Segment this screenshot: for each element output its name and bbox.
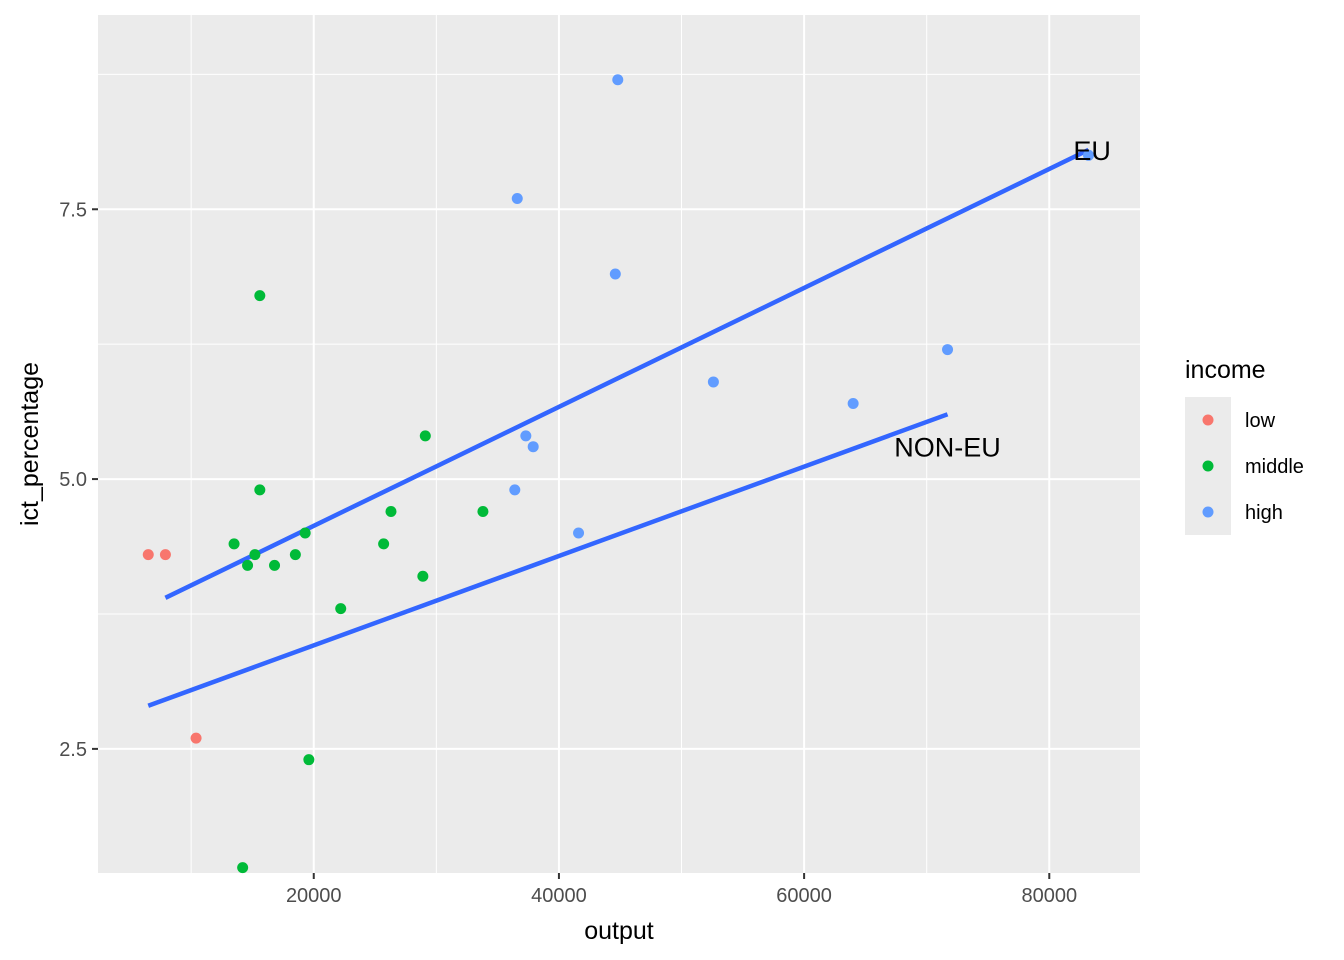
major-gridlines — [98, 15, 1140, 873]
data-point-high — [1083, 149, 1095, 161]
data-point-low — [142, 549, 154, 561]
y-tick-label: 7.5 — [59, 199, 87, 221]
data-point-high — [942, 344, 954, 356]
data-point-middle — [269, 559, 281, 571]
x-tick-label: 80000 — [1021, 885, 1077, 907]
legend-title: income — [1185, 356, 1266, 384]
legend-swatch-middle — [1202, 460, 1214, 472]
legend-items: low middle high — [1185, 397, 1304, 535]
x-tick-label: 20000 — [286, 885, 342, 907]
y-axis: 2.5 5.0 7.5 — [59, 199, 98, 761]
y-axis-title: ict_percentage — [16, 362, 44, 526]
x-tick-label: 60000 — [776, 885, 832, 907]
data-point-middle — [289, 549, 301, 561]
legend-label-low: low — [1245, 410, 1276, 432]
data-point-middle — [385, 505, 397, 517]
data-point-middle — [228, 538, 240, 550]
trend-line-non-eu — [147, 412, 949, 708]
data-point-high — [520, 430, 532, 442]
data-point-high — [511, 192, 523, 204]
legend-label-high: high — [1245, 502, 1283, 524]
data-point-high — [527, 441, 539, 453]
data-point-middle — [254, 290, 266, 302]
trend-line-eu — [164, 147, 1090, 600]
data-point-middle — [477, 505, 489, 517]
plot-panel — [98, 15, 1140, 873]
data-point-low — [159, 549, 171, 561]
data-point-low — [190, 732, 202, 744]
y-tick-label: 2.5 — [59, 739, 87, 761]
data-point-high — [573, 527, 585, 539]
data-point-middle — [237, 862, 249, 874]
data-point-high — [612, 74, 624, 86]
x-axis: 20000 40000 60000 80000 — [286, 873, 1077, 907]
trend-lines — [147, 147, 1090, 708]
data-point-middle — [242, 559, 254, 571]
data-point-middle — [254, 484, 266, 496]
data-point-middle — [419, 430, 431, 442]
data-point-middle — [299, 527, 311, 539]
legend: income low middle high — [1185, 356, 1304, 535]
annotation-label: EU — [1073, 136, 1111, 166]
legend-swatch-high — [1202, 506, 1214, 518]
minor-gridlines — [98, 15, 1140, 873]
annotation-label: NON-EU — [894, 433, 1001, 463]
data-point-high — [707, 376, 719, 388]
data-point-middle — [378, 538, 390, 550]
data-point-high — [847, 398, 859, 410]
data-point-high — [609, 268, 621, 280]
x-tick-label: 40000 — [531, 885, 587, 907]
data-point-middle — [303, 754, 315, 766]
y-tick-label: 5.0 — [59, 469, 87, 491]
data-point-middle — [249, 549, 261, 561]
data-point-middle — [417, 570, 429, 582]
data-points — [142, 74, 1095, 874]
legend-swatch-low — [1202, 414, 1214, 426]
data-point-high — [509, 484, 521, 496]
x-axis-title: output — [584, 917, 654, 945]
annotations: EU NON-EU — [894, 136, 1111, 463]
data-point-middle — [335, 603, 347, 615]
legend-label-middle: middle — [1245, 456, 1304, 478]
